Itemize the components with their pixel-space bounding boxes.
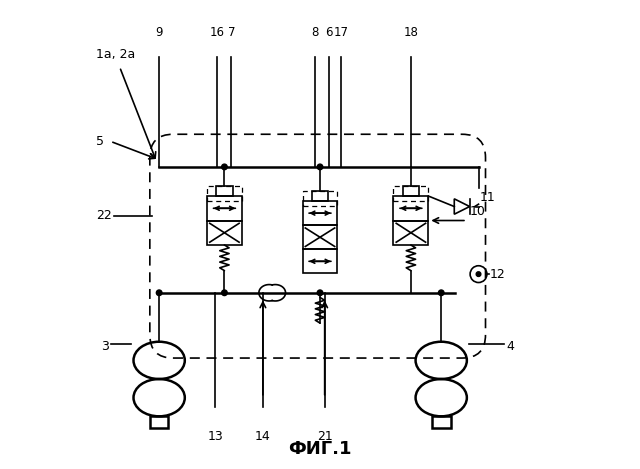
Bar	[216, 186, 233, 196]
Text: 10: 10	[469, 205, 485, 218]
Text: 5: 5	[96, 135, 104, 148]
Text: 9: 9	[156, 26, 163, 38]
Text: 4: 4	[506, 340, 515, 353]
Text: 21: 21	[317, 431, 333, 443]
Text: 13: 13	[207, 431, 223, 443]
Text: 8: 8	[312, 26, 319, 38]
Bar	[303, 201, 337, 225]
Circle shape	[156, 290, 162, 295]
Text: 3: 3	[101, 340, 109, 353]
Bar	[394, 196, 428, 220]
Text: 11: 11	[479, 191, 495, 204]
Text: 17: 17	[333, 26, 349, 38]
Bar	[403, 186, 419, 196]
Text: 22: 22	[96, 209, 112, 222]
Bar	[207, 196, 242, 220]
Bar	[432, 416, 451, 428]
Text: 14: 14	[255, 431, 271, 443]
Text: 7: 7	[228, 26, 235, 38]
Text: ФИГ.1: ФИГ.1	[288, 440, 352, 458]
Circle shape	[476, 272, 481, 276]
Text: 16: 16	[210, 26, 225, 38]
Bar	[303, 249, 337, 273]
Text: 12: 12	[490, 268, 506, 280]
Bar	[394, 220, 428, 245]
Bar	[303, 225, 337, 249]
Circle shape	[317, 164, 323, 170]
Text: 6: 6	[326, 26, 333, 38]
Text: 1а, 2а: 1а, 2а	[96, 48, 136, 61]
Circle shape	[221, 290, 227, 295]
Circle shape	[438, 290, 444, 295]
Bar	[150, 416, 168, 428]
Circle shape	[221, 164, 227, 170]
Bar	[312, 191, 328, 201]
Bar	[207, 220, 242, 245]
Text: 18: 18	[403, 26, 419, 38]
Circle shape	[317, 290, 323, 295]
